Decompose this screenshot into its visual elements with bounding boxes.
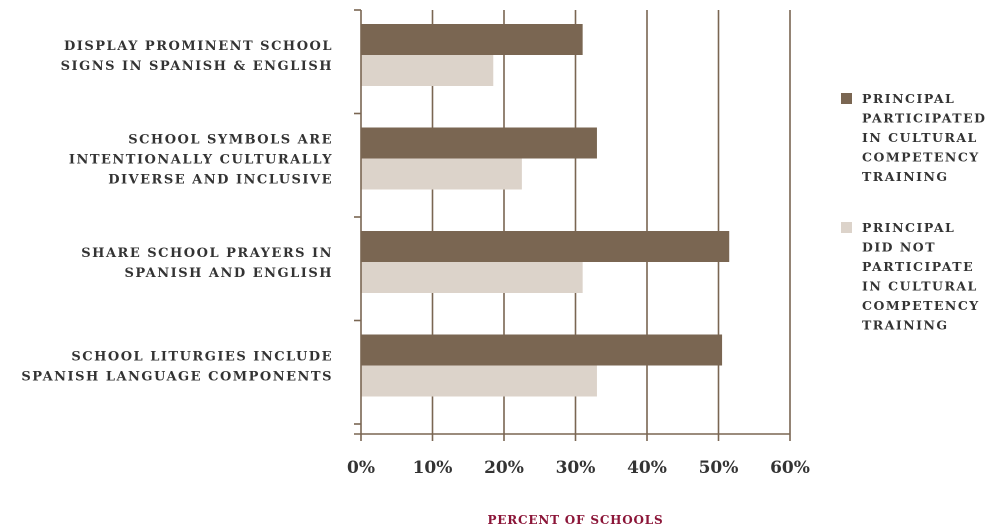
x-tick-label: 10% <box>413 458 453 478</box>
x-tick-label: 50% <box>699 458 739 478</box>
bar-cat1-series1 <box>361 24 583 55</box>
legend: PRINCIPAL PARTICIPATED IN CULTURAL COMPETEN… <box>841 91 986 333</box>
category-label-line: SCHOOL LITURGIES INCLUDE <box>71 350 333 365</box>
bar-cat2-series2 <box>361 158 522 190</box>
category-label-line: SPANISH AND ENGLISH <box>124 266 333 281</box>
bar-cat3-series2 <box>361 262 583 293</box>
legend-label-2: PRINCIPAL DID NOT PARTICIPATE IN CULTURAL CO… <box>862 220 980 333</box>
legend-label-line: PRINCIPAL <box>862 91 955 106</box>
legend-label-line: PARTICIPATE <box>862 259 974 274</box>
bar-cat4-series1 <box>361 334 723 366</box>
axis-layer <box>354 9 791 441</box>
bar-cat2-series1 <box>361 127 597 159</box>
x-tick-label: 30% <box>556 458 596 478</box>
category-label-line: INTENTIONALLY CULTURALLY <box>69 153 333 168</box>
x-tick-label: 60% <box>770 458 810 478</box>
legend-swatch-1 <box>841 93 852 104</box>
bar-cat3-series1 <box>361 231 730 262</box>
x-tick-label: 40% <box>627 458 667 478</box>
category-label-line: SCHOOL SYMBOLS ARE <box>128 133 333 148</box>
category-label: SCHOOL SYMBOLS ARE INTENTIONALLY CULTURAL… <box>69 133 333 188</box>
category-label-line: DISPLAY PROMINENT SCHOOL <box>64 39 333 54</box>
legend-label-line: TRAINING <box>862 169 949 184</box>
legend-label-line: TRAINING <box>862 318 949 333</box>
legend-label-line: COMPETENCY <box>862 150 980 165</box>
legend-label-line: COMPETENCY <box>862 298 980 313</box>
category-label-line: SPANISH LANGUAGE COMPONENTS <box>21 370 333 385</box>
category-label: SHARE SCHOOL PRAYERS IN SPANISH AND ENGLI… <box>81 246 333 281</box>
legend-label-line: PRINCIPAL <box>862 220 955 235</box>
legend-label-line: DID NOT <box>862 240 936 255</box>
legend-swatch-2 <box>841 222 852 233</box>
category-label: DISPLAY PROMINENT SCHOOL SIGNS IN SPANISH… <box>61 39 333 74</box>
bars-layer <box>361 24 730 397</box>
category-label-line: SHARE SCHOOL PRAYERS IN <box>81 246 333 261</box>
tick-labels: 0% 10% 20% 30% 40% 50% 60% <box>347 458 810 478</box>
bar-cat1-series2 <box>361 55 494 86</box>
category-label-line: SIGNS IN SPANISH & ENGLISH <box>61 59 333 74</box>
legend-label-line: IN CULTURAL <box>862 279 978 294</box>
category-label-line: DIVERSE AND INCLUSIVE <box>108 173 333 188</box>
legend-label-line: PARTICIPATED <box>862 111 986 126</box>
legend-label-1: PRINCIPAL PARTICIPATED IN CULTURAL COMPETEN… <box>862 91 986 184</box>
x-axis-title: PERCENT OF SCHOOLS <box>487 513 663 527</box>
x-tick-label: 20% <box>484 458 524 478</box>
bar-cat4-series2 <box>361 365 597 397</box>
legend-label-line: IN CULTURAL <box>862 130 978 145</box>
category-label: SCHOOL LITURGIES INCLUDE SPANISH LANGUAGE… <box>21 350 333 385</box>
x-tick-label: 0% <box>347 458 375 478</box>
category-labels: DISPLAY PROMINENT SCHOOL SIGNS IN SPANISH… <box>21 39 333 385</box>
